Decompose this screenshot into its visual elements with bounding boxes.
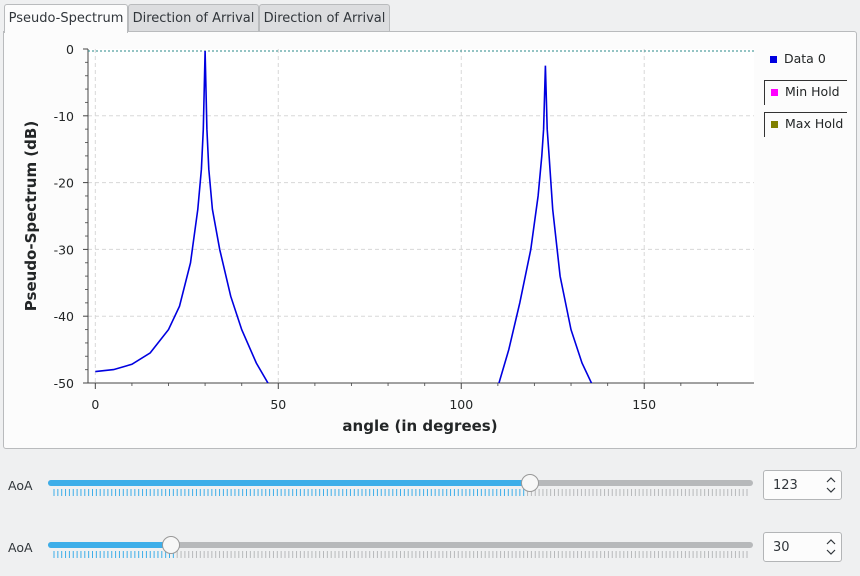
slider-ticks — [53, 551, 748, 558]
y-tick-label: -40 — [54, 309, 74, 324]
y-axis-label: Pseudo-Spectrum (dB) — [22, 121, 40, 311]
legend-label: Data 0 — [784, 51, 826, 66]
tab-pseudo-spectrum[interactable]: Pseudo-Spectrum — [4, 4, 128, 33]
aoa-label-2: AoA — [8, 540, 33, 555]
y-tick-label: -10 — [54, 109, 74, 124]
slider-handle[interactable] — [520, 474, 539, 492]
legend-swatch-icon — [770, 56, 777, 63]
y-tick-label: 0 — [66, 42, 74, 57]
slider-handle[interactable] — [162, 536, 181, 554]
slider-fill — [48, 542, 172, 548]
y-tick-label: -20 — [54, 176, 74, 191]
legend-item-max-hold[interactable]: Max Hold — [764, 112, 847, 137]
spinbox-value[interactable]: 30 — [773, 540, 790, 555]
x-tick-labels: 0 50 100 150 — [91, 397, 656, 412]
spin-arrows-icon[interactable] — [825, 536, 837, 558]
legend-item-data-0[interactable]: Data 0 — [764, 48, 846, 72]
plot-grid — [88, 49, 754, 384]
x-tick-label: 0 — [91, 397, 99, 412]
aoa-label-1: AoA — [8, 478, 33, 493]
plot-canvas — [88, 49, 754, 383]
legend-label: Min Hold — [785, 84, 840, 99]
x-tick-label: 100 — [449, 397, 473, 412]
aoa-spinbox-1[interactable]: 123 — [763, 470, 842, 500]
legend-swatch-icon — [771, 89, 778, 96]
slider-track — [48, 542, 753, 548]
plot-panel: 0 -10 -20 -30 -40 -50 0 50 100 150 angle (in deg… — [3, 31, 857, 449]
x-axis-label: angle (in degrees) — [342, 417, 497, 435]
y-tick-label: -30 — [54, 242, 74, 257]
spin-arrows-icon[interactable] — [825, 474, 837, 496]
slider-fill — [48, 480, 530, 486]
slider-ticks — [53, 489, 748, 496]
tab-direction-of-arrival-2[interactable]: Direction of Arrival — [259, 4, 390, 31]
series-line — [95, 50, 269, 383]
series-line — [498, 65, 593, 383]
aoa-slider-1[interactable] — [48, 474, 753, 500]
spinbox-value[interactable]: 123 — [773, 478, 798, 493]
legend-swatch-icon — [771, 121, 778, 128]
legend-item-min-hold[interactable]: Min Hold — [764, 80, 847, 105]
pseudo-spectrum-plot[interactable]: 0 -10 -20 -30 -40 -50 0 50 100 150 angle (in deg… — [4, 32, 856, 448]
plot-axes — [83, 48, 754, 389]
x-tick-label: 50 — [270, 397, 286, 412]
aoa-spinbox-2[interactable]: 30 — [763, 532, 842, 562]
x-tick-label: 150 — [632, 397, 656, 412]
legend-label: Max Hold — [785, 116, 844, 131]
series-data-0 — [95, 50, 593, 383]
y-tick-label: -50 — [54, 376, 74, 391]
aoa-slider-2[interactable] — [48, 536, 753, 562]
tab-direction-of-arrival-1[interactable]: Direction of Arrival — [128, 4, 259, 31]
y-tick-labels: 0 -10 -20 -30 -40 -50 — [54, 42, 74, 391]
